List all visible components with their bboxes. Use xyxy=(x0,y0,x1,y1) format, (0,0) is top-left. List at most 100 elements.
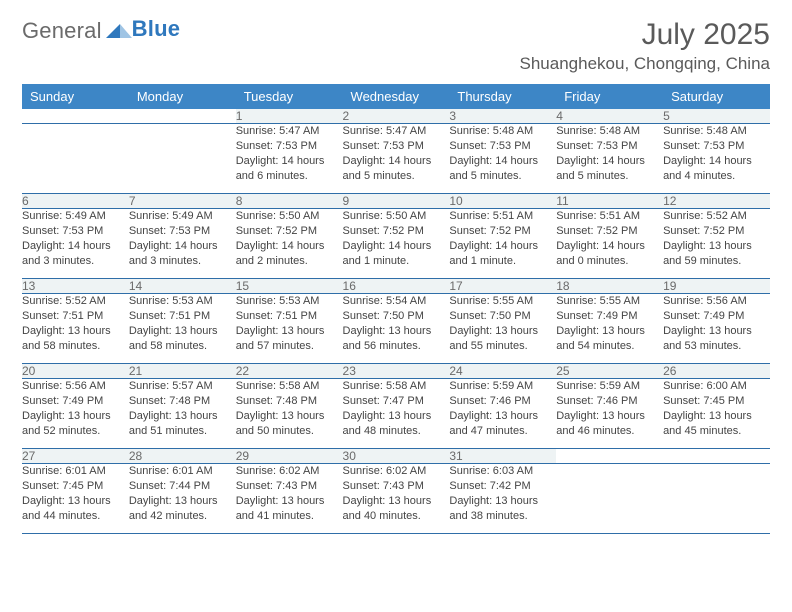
sunrise-line: Sunrise: 5:53 AM xyxy=(236,294,343,309)
sunrise-line: Sunrise: 5:57 AM xyxy=(129,379,236,394)
sunset-line: Sunset: 7:46 PM xyxy=(449,394,556,409)
sunset-line: Sunset: 7:53 PM xyxy=(663,139,770,154)
daylight-line: Daylight: 14 hours and 2 minutes. xyxy=(236,239,343,269)
daylight-line: Daylight: 14 hours and 3 minutes. xyxy=(22,239,129,269)
day-number-cell: 24 xyxy=(449,364,556,379)
day-content-cell: Sunrise: 6:00 AMSunset: 7:45 PMDaylight:… xyxy=(663,379,770,449)
sunset-line: Sunset: 7:45 PM xyxy=(22,479,129,494)
day-number-cell: 31 xyxy=(449,449,556,464)
day-content-cell: Sunrise: 5:47 AMSunset: 7:53 PMDaylight:… xyxy=(343,124,450,194)
sunrise-line: Sunrise: 5:50 AM xyxy=(236,209,343,224)
daylight-line: Daylight: 13 hours and 58 minutes. xyxy=(129,324,236,354)
weekday-header: Thursday xyxy=(449,84,556,109)
sunset-line: Sunset: 7:47 PM xyxy=(343,394,450,409)
day-content-cell: Sunrise: 5:53 AMSunset: 7:51 PMDaylight:… xyxy=(236,294,343,364)
daylight-line: Daylight: 13 hours and 41 minutes. xyxy=(236,494,343,524)
day-number-cell: 5 xyxy=(663,109,770,124)
sunset-line: Sunset: 7:52 PM xyxy=(556,224,663,239)
sunrise-line: Sunrise: 5:49 AM xyxy=(22,209,129,224)
sunset-line: Sunset: 7:53 PM xyxy=(236,139,343,154)
day-number-cell xyxy=(556,449,663,464)
sunset-line: Sunset: 7:52 PM xyxy=(343,224,450,239)
day-number-cell: 18 xyxy=(556,279,663,294)
location-text: Shuanghekou, Chongqing, China xyxy=(520,54,770,74)
sunrise-line: Sunrise: 5:47 AM xyxy=(343,124,450,139)
daylight-line: Daylight: 13 hours and 45 minutes. xyxy=(663,409,770,439)
day-content-cell: Sunrise: 5:52 AMSunset: 7:51 PMDaylight:… xyxy=(22,294,129,364)
day-content-cell: Sunrise: 5:56 AMSunset: 7:49 PMDaylight:… xyxy=(22,379,129,449)
day-number-cell: 4 xyxy=(556,109,663,124)
title-block: July 2025 Shuanghekou, Chongqing, China xyxy=(520,18,770,74)
sunrise-line: Sunrise: 6:02 AM xyxy=(343,464,450,479)
daylight-line: Daylight: 14 hours and 0 minutes. xyxy=(556,239,663,269)
weekday-header: Monday xyxy=(129,84,236,109)
day-content-cell xyxy=(22,124,129,194)
daylight-line: Daylight: 14 hours and 6 minutes. xyxy=(236,154,343,184)
day-number-cell: 26 xyxy=(663,364,770,379)
day-content-cell: Sunrise: 5:59 AMSunset: 7:46 PMDaylight:… xyxy=(449,379,556,449)
weekday-header: Sunday xyxy=(22,84,129,109)
sunset-line: Sunset: 7:46 PM xyxy=(556,394,663,409)
sunrise-line: Sunrise: 5:48 AM xyxy=(556,124,663,139)
weekday-header: Saturday xyxy=(663,84,770,109)
logo-text-b: Blue xyxy=(132,16,180,42)
sunset-line: Sunset: 7:44 PM xyxy=(129,479,236,494)
sunrise-line: Sunrise: 5:56 AM xyxy=(663,294,770,309)
day-number-cell: 7 xyxy=(129,194,236,209)
day-number-cell: 23 xyxy=(343,364,450,379)
daylight-line: Daylight: 13 hours and 54 minutes. xyxy=(556,324,663,354)
day-number-cell: 28 xyxy=(129,449,236,464)
sunset-line: Sunset: 7:50 PM xyxy=(449,309,556,324)
sunset-line: Sunset: 7:43 PM xyxy=(236,479,343,494)
day-number-cell: 19 xyxy=(663,279,770,294)
day-content-cell: Sunrise: 5:58 AMSunset: 7:47 PMDaylight:… xyxy=(343,379,450,449)
day-content-cell xyxy=(129,124,236,194)
daylight-line: Daylight: 13 hours and 53 minutes. xyxy=(663,324,770,354)
sunset-line: Sunset: 7:48 PM xyxy=(236,394,343,409)
sunrise-line: Sunrise: 6:03 AM xyxy=(449,464,556,479)
day-content-cell: Sunrise: 5:51 AMSunset: 7:52 PMDaylight:… xyxy=(449,209,556,279)
sunset-line: Sunset: 7:42 PM xyxy=(449,479,556,494)
day-content-cell xyxy=(556,464,663,534)
daylight-line: Daylight: 13 hours and 57 minutes. xyxy=(236,324,343,354)
sunset-line: Sunset: 7:49 PM xyxy=(663,309,770,324)
daylight-line: Daylight: 13 hours and 55 minutes. xyxy=(449,324,556,354)
daylight-line: Daylight: 13 hours and 42 minutes. xyxy=(129,494,236,524)
month-title: July 2025 xyxy=(520,18,770,52)
daylight-line: Daylight: 14 hours and 1 minute. xyxy=(449,239,556,269)
daylight-line: Daylight: 14 hours and 5 minutes. xyxy=(556,154,663,184)
daylight-line: Daylight: 14 hours and 4 minutes. xyxy=(663,154,770,184)
day-number-cell: 29 xyxy=(236,449,343,464)
logo-triangle-icon xyxy=(106,18,132,44)
day-number-cell xyxy=(663,449,770,464)
day-content-cell: Sunrise: 5:50 AMSunset: 7:52 PMDaylight:… xyxy=(343,209,450,279)
day-content-cell: Sunrise: 5:57 AMSunset: 7:48 PMDaylight:… xyxy=(129,379,236,449)
sunset-line: Sunset: 7:53 PM xyxy=(449,139,556,154)
day-content-cell: Sunrise: 5:54 AMSunset: 7:50 PMDaylight:… xyxy=(343,294,450,364)
sunset-line: Sunset: 7:52 PM xyxy=(449,224,556,239)
day-content-cell: Sunrise: 5:59 AMSunset: 7:46 PMDaylight:… xyxy=(556,379,663,449)
day-number-cell: 10 xyxy=(449,194,556,209)
calendar-table: SundayMondayTuesdayWednesdayThursdayFrid… xyxy=(22,84,770,534)
sunset-line: Sunset: 7:53 PM xyxy=(343,139,450,154)
day-content-cell: Sunrise: 5:49 AMSunset: 7:53 PMDaylight:… xyxy=(22,209,129,279)
day-content-cell: Sunrise: 5:55 AMSunset: 7:49 PMDaylight:… xyxy=(556,294,663,364)
day-number-cell: 20 xyxy=(22,364,129,379)
day-content-cell: Sunrise: 5:50 AMSunset: 7:52 PMDaylight:… xyxy=(236,209,343,279)
day-number-cell: 15 xyxy=(236,279,343,294)
sunset-line: Sunset: 7:49 PM xyxy=(556,309,663,324)
day-content-cell: Sunrise: 5:56 AMSunset: 7:49 PMDaylight:… xyxy=(663,294,770,364)
day-content-cell: Sunrise: 6:02 AMSunset: 7:43 PMDaylight:… xyxy=(343,464,450,534)
daylight-line: Daylight: 13 hours and 52 minutes. xyxy=(22,409,129,439)
daylight-line: Daylight: 13 hours and 44 minutes. xyxy=(22,494,129,524)
weekday-header: Friday xyxy=(556,84,663,109)
weekday-header: Tuesday xyxy=(236,84,343,109)
sunrise-line: Sunrise: 5:56 AM xyxy=(22,379,129,394)
sunset-line: Sunset: 7:49 PM xyxy=(22,394,129,409)
day-content-cell xyxy=(663,464,770,534)
sunset-line: Sunset: 7:51 PM xyxy=(129,309,236,324)
sunrise-line: Sunrise: 5:53 AM xyxy=(129,294,236,309)
day-content-cell: Sunrise: 6:02 AMSunset: 7:43 PMDaylight:… xyxy=(236,464,343,534)
sunset-line: Sunset: 7:53 PM xyxy=(129,224,236,239)
day-number-cell: 17 xyxy=(449,279,556,294)
